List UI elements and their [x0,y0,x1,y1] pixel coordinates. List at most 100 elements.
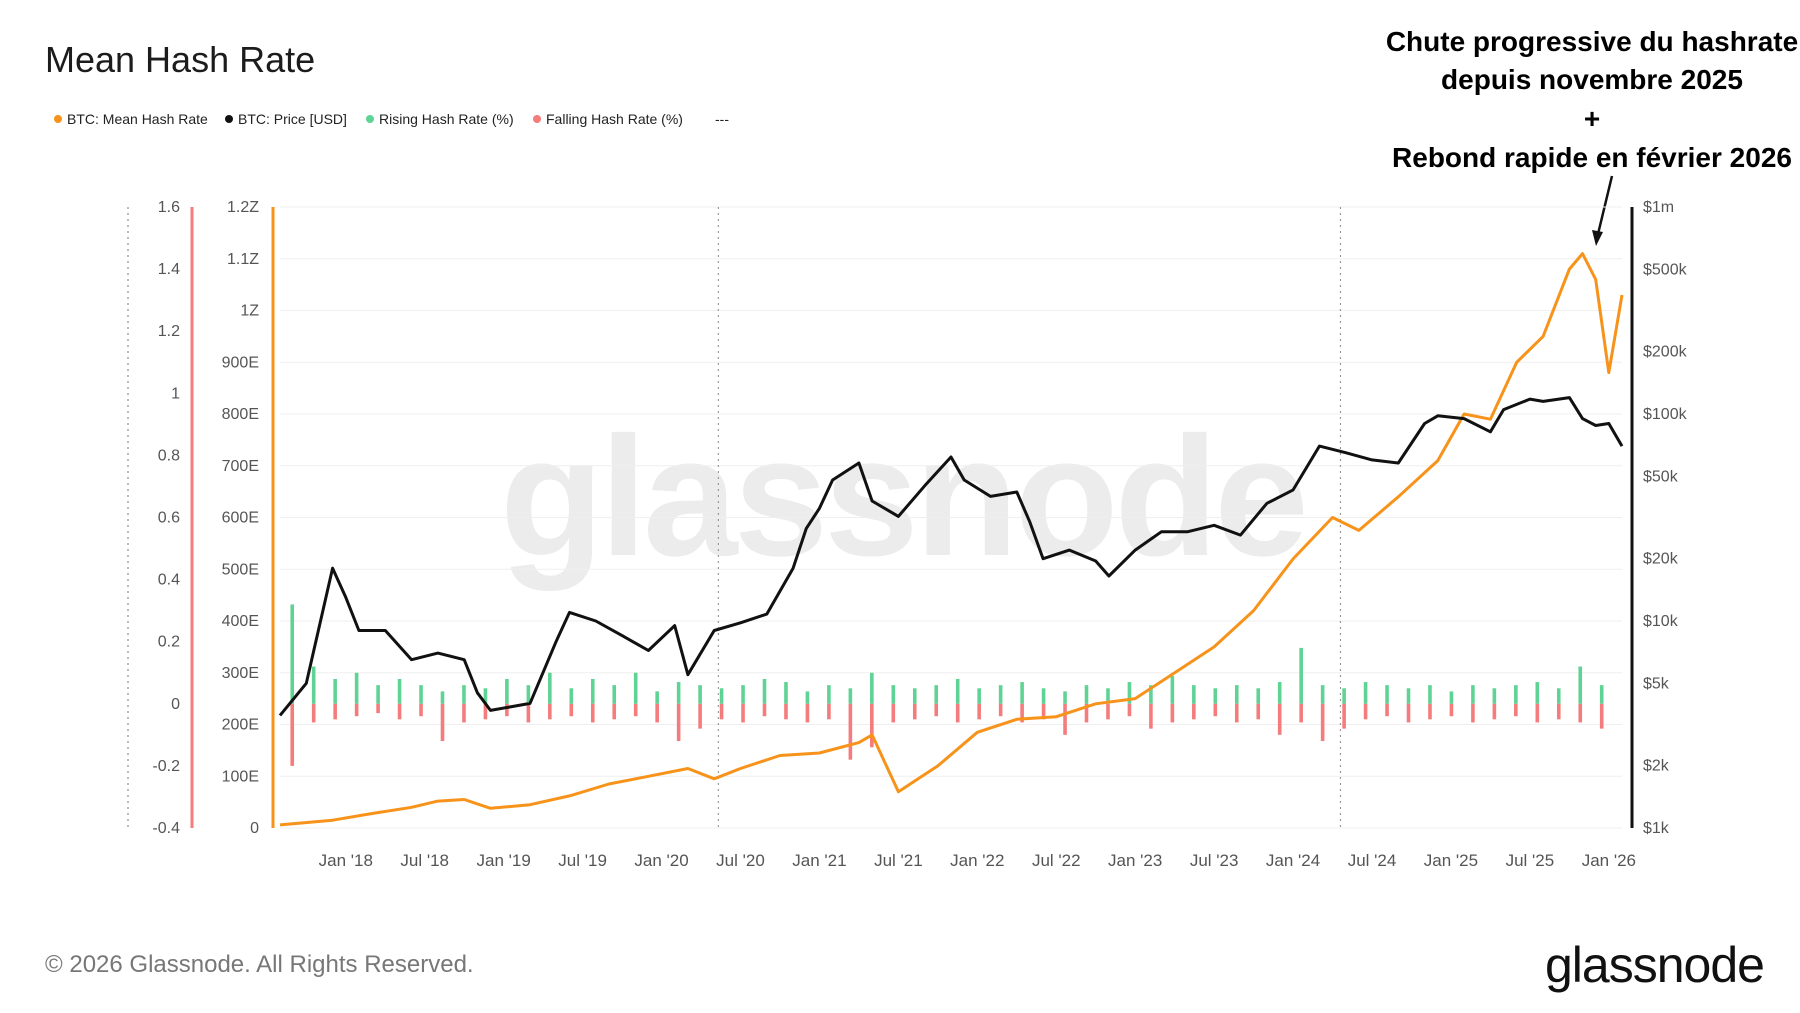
rising-bar [719,688,724,704]
rising-bar [311,666,316,704]
price-tick-label: $50k [1643,468,1679,485]
x-tick-label: Jan '19 [477,851,531,870]
falling-bar [912,703,917,720]
rising-bar [741,685,745,704]
pct-tick-label: 1.4 [158,261,180,278]
falling-bar [977,703,981,720]
hash-tick-label: 1Z [240,303,259,320]
axes: 1.6 1.4 1.2 1 0.8 0.6 0.4 0.2 0 -0.2 -0.4 1.2Z 1.1Z 1… [127,199,1688,837]
falling-bar [719,703,724,720]
rising-bar [569,688,574,704]
falling-bar [891,703,896,723]
rising-bar [505,678,509,704]
hash-tick-label: 300E [222,665,259,682]
rising-bar [805,691,810,704]
x-tick-label: Jul '20 [716,851,765,870]
falling-bar [805,703,810,723]
falling-bar [612,703,617,720]
rising-bar [1492,688,1497,704]
falling-bar [1084,703,1089,723]
rising-bar [698,685,702,704]
rising-bar [1320,685,1325,704]
falling-bar [1127,703,1132,717]
falling-bar [526,703,531,723]
hash-tick-label: 1.1Z [227,251,259,268]
rising-bar [462,685,466,704]
rising-bar [870,672,874,704]
falling-bar [784,703,788,720]
pct-tick-label: 1.6 [158,199,180,216]
rising-bar [1256,688,1261,704]
series-lines [278,252,1624,827]
falling-bar [1106,703,1110,720]
falling-bar [698,703,702,729]
rising-bar [1149,685,1153,704]
rising-bar [1106,688,1110,704]
pct-tick-label: 0.8 [158,447,180,464]
falling-bar [1277,703,1282,735]
falling-bar [762,703,767,717]
hash-rate-change-bars [290,604,1604,766]
legend-more[interactable]: --- [715,111,729,127]
legend-dot-price [225,115,233,123]
rising-bar [354,672,359,704]
hash-tick-label: 0 [250,820,259,837]
pct-tick-label: 1.2 [158,323,180,340]
rising-bar [891,685,896,704]
price-tick-label: $1m [1643,199,1674,216]
falling-bar [1234,703,1239,723]
x-tick-label: Jan '23 [1108,851,1162,870]
copyright: © 2026 Glassnode. All Rights Reserved. [45,951,474,978]
hash-tick-label: 600E [222,510,259,527]
hash-tick-label: 400E [222,613,259,630]
x-tick-label: Jan '22 [950,851,1004,870]
hash-tick-label: 700E [222,458,259,475]
chart-title: Mean Hash Rate [45,39,315,80]
annotation-line-3: + [1584,103,1600,134]
rising-bar [548,672,552,704]
falling-bar [1192,703,1196,720]
falling-bar [1170,703,1175,723]
falling-bar [1299,703,1303,723]
rising-bar [1020,682,1024,704]
falling-bar [290,703,295,766]
pct-tick-label: 0.2 [158,634,180,651]
x-tick-label: Jul '23 [1190,851,1239,870]
falling-bar [870,703,874,748]
legend-rising[interactable]: Rising Hash Rate (%) [379,111,514,127]
falling-bar [827,703,831,720]
falling-bar [1535,703,1540,723]
falling-bar [1599,703,1604,729]
price-tick-label: $100k [1643,406,1688,423]
falling-bar [505,703,509,717]
x-tick-label: Jul '21 [874,851,923,870]
rising-bar [483,688,488,704]
hash-tick-label: 800E [222,406,259,423]
legend-price[interactable]: BTC: Price [USD] [238,111,347,127]
falling-bar [655,703,659,723]
rising-bar [1363,682,1368,704]
legend-dot-hashrate [54,115,62,123]
pct-tick-label: 0.6 [158,510,180,527]
watermark: glassnode [500,402,1305,592]
rising-bar [1342,688,1346,704]
rising-bar [1041,688,1046,704]
price-tick-label: $1k [1643,820,1670,837]
rising-bar [955,678,960,704]
rising-bar [848,688,853,704]
falling-bar [333,703,337,720]
falling-bar [1020,703,1024,723]
falling-bar [741,703,745,723]
falling-bar [483,703,488,720]
pct-tick-label: -0.4 [152,820,180,837]
rising-bar [912,688,917,704]
legend-falling[interactable]: Falling Hash Rate (%) [546,111,683,127]
rising-bar [1063,691,1067,704]
falling-bar [397,703,402,720]
annotation-arrowhead [1592,230,1603,246]
legend-hashrate[interactable]: BTC: Mean Hash Rate [67,111,208,127]
falling-bar [1556,703,1561,720]
rising-bar [1213,688,1218,704]
annotation-line-4: Rebond rapide en février 2026 [1392,142,1792,173]
falling-bar [376,703,380,714]
